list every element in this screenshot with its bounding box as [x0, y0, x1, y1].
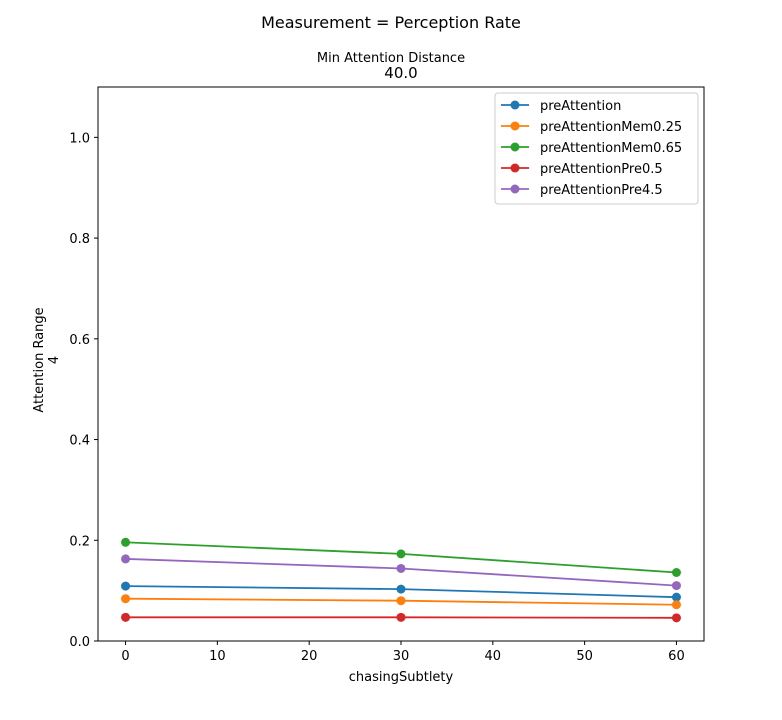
- x-tick-label: 30: [393, 649, 410, 664]
- x-tick-label: 0: [121, 649, 129, 664]
- legend-item: preAttentionMem0.65: [501, 141, 682, 156]
- y-tick-label: 0.2: [69, 534, 90, 549]
- data-point: [396, 596, 406, 606]
- series-preAttentionMem0.25: [121, 594, 681, 610]
- legend-marker: [510, 163, 520, 173]
- y-axis-label-group: Attention Range 4: [32, 307, 62, 412]
- data-point: [396, 563, 406, 573]
- legend-item: preAttentionMem0.25: [501, 120, 682, 135]
- legend-label: preAttentionPre0.5: [540, 162, 663, 177]
- legend-marker: [510, 100, 520, 110]
- x-tick-label: 20: [301, 649, 318, 664]
- data-point: [121, 537, 131, 547]
- x-tick-label: 10: [209, 649, 226, 664]
- y-axis-label-sub: 4: [47, 356, 62, 364]
- x-axis: 0 10 20 30 40 50 60: [121, 641, 685, 664]
- series-preAttentionPre4.5: [121, 554, 681, 591]
- data-point: [121, 594, 131, 604]
- data-point: [396, 584, 406, 594]
- y-tick-label: 0.0: [69, 635, 90, 650]
- y-tick-label: 1.0: [69, 131, 90, 146]
- series-preAttentionPre0.5: [121, 612, 681, 623]
- legend-label: preAttentionMem0.65: [540, 141, 682, 156]
- data-point: [671, 581, 681, 591]
- series-preAttention: [121, 581, 681, 602]
- legend-marker: [510, 121, 520, 131]
- data-point: [671, 568, 681, 578]
- legend-box: [494, 92, 699, 205]
- x-tick-label: 40: [485, 649, 502, 664]
- legend-marker: [510, 142, 520, 152]
- legend-item: preAttention: [501, 99, 621, 114]
- x-tick-label: 50: [576, 649, 593, 664]
- y-axis: 0.0 0.2 0.4 0.6 0.8 1.0: [69, 131, 98, 650]
- x-tick-label: 60: [668, 649, 685, 664]
- legend-label: preAttentionMem0.25: [540, 120, 682, 135]
- legend-label: preAttention: [540, 99, 621, 114]
- legend-item: preAttentionPre4.5: [501, 183, 663, 198]
- data-point: [396, 549, 406, 559]
- data-point: [121, 581, 131, 591]
- data-point: [671, 592, 681, 602]
- data-point: [671, 600, 681, 610]
- data-point: [121, 554, 131, 564]
- data-point: [396, 612, 406, 622]
- legend: preAttention preAttentionMem0.25 preAttent…: [494, 92, 699, 205]
- series-preAttentionMem0.65: [121, 537, 681, 578]
- x-axis-label: chasingSubtlety: [349, 670, 454, 685]
- y-axis-label: Attention Range: [32, 307, 47, 412]
- legend-item: preAttentionPre0.5: [501, 162, 663, 177]
- figure-subtitle: Min Attention Distance: [317, 51, 465, 66]
- y-tick-label: 0.6: [69, 333, 90, 348]
- legend-marker: [510, 184, 520, 194]
- y-tick-label: 0.4: [69, 434, 90, 449]
- data-point: [671, 613, 681, 623]
- y-tick-label: 0.8: [69, 232, 90, 247]
- data-point: [121, 612, 131, 622]
- figure-suptitle: Measurement = Perception Rate: [261, 13, 521, 32]
- legend-label: preAttentionPre4.5: [540, 183, 663, 198]
- plot-area: [121, 537, 681, 623]
- chart-title: 40.0: [384, 64, 417, 82]
